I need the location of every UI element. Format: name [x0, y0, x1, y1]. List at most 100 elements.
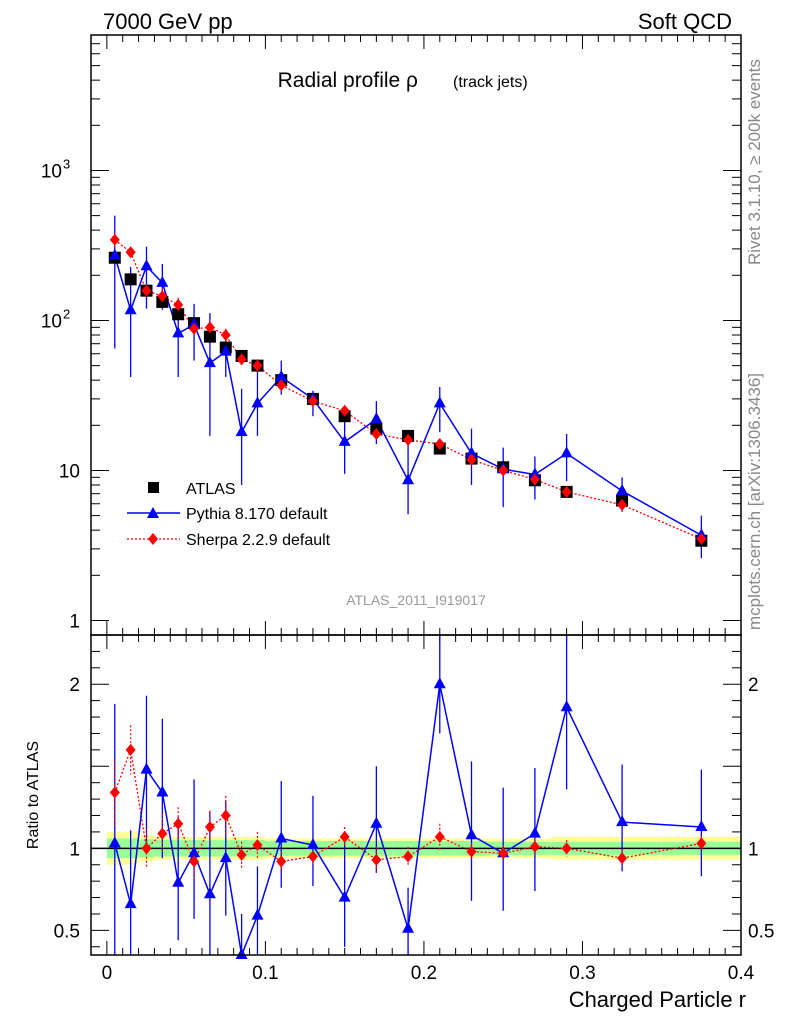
pythia-point	[465, 446, 478, 458]
sherpa-point	[220, 329, 231, 341]
pythia-point	[433, 396, 446, 408]
chart-title: Radial profile ρ	[278, 69, 418, 92]
ratio-sherpa-point	[371, 853, 382, 866]
sherpa-point	[204, 321, 215, 334]
ratio-panel: 0 0.1 0.2 0.3 0.4 0.5 0.5 1 1 2 2 Ratio to ATLAS	[25, 634, 774, 984]
ratio-y-tick-label: 2	[69, 675, 80, 696]
sherpa-line	[114, 239, 702, 540]
sherpa-point	[696, 532, 707, 545]
ratio-sherpa-line	[114, 747, 702, 864]
legend-label-pythia: Pythia 8.170 default	[186, 506, 328, 523]
legend-label-sherpa: Sherpa 2.2.9 default	[186, 532, 331, 549]
main-series-layer	[108, 215, 708, 559]
ratio-sherpa-point	[125, 743, 136, 756]
ratio-y-tick-label-right: 0.5	[748, 921, 774, 942]
ratio-pythia-point	[203, 887, 216, 899]
pythia-point	[370, 412, 383, 424]
sherpa-point	[561, 485, 572, 498]
pythia-point	[251, 396, 264, 408]
chart-title-suffix: (track jets)	[453, 74, 528, 91]
ratio-sherpa-point	[173, 817, 184, 830]
pythia-point	[219, 344, 232, 356]
legend-marker-sherpa	[148, 533, 158, 545]
ratio-pythia-point	[235, 948, 248, 959]
ratio-pythia-point	[465, 828, 478, 840]
x-tick-label: 0.2	[411, 963, 437, 984]
pythia-point	[338, 434, 351, 446]
ratio-pythia-point	[528, 826, 541, 838]
main-y-tick-exponent: 2	[63, 306, 70, 321]
ratio-sherpa-point	[617, 852, 628, 865]
sherpa-point	[371, 428, 382, 441]
ratio-pythia-point	[156, 785, 169, 797]
sherpa-point	[466, 453, 477, 466]
ratio-sherpa-point	[276, 855, 287, 868]
pythia-point	[275, 369, 288, 381]
x-tick-label: 0.4	[728, 963, 755, 984]
ratio-pythia-point	[219, 851, 232, 863]
ratio-series-layer	[108, 635, 708, 959]
sherpa-point	[141, 284, 152, 297]
ratio-pythia-point	[616, 815, 629, 827]
ratio-sherpa-point	[434, 830, 445, 843]
ratio-pythia-line	[114, 684, 702, 958]
ratio-panel-frame	[90, 634, 742, 956]
sherpa-point	[109, 233, 120, 246]
ratio-pythia-point	[275, 831, 288, 843]
ratio-sherpa-point	[236, 848, 247, 861]
sherpa-point	[529, 473, 540, 486]
ratio-sherpa-point	[498, 847, 509, 860]
main-y-tick-label: 10	[59, 461, 80, 482]
sherpa-point	[434, 438, 445, 451]
ratio-sherpa-point	[109, 786, 120, 799]
pythia-point	[172, 326, 185, 338]
energy-label: 7000 GeV pp	[103, 9, 233, 34]
pythia-point	[124, 303, 137, 315]
ratio-sherpa-point	[189, 855, 200, 868]
ratio-axis-ticks: 0 0.1 0.2 0.3 0.4 0.5 0.5 1 1 2 2	[54, 634, 774, 984]
ratio-sherpa-point	[339, 830, 350, 843]
pythia-point	[235, 425, 248, 437]
ratio-sherpa-point	[141, 842, 152, 855]
process-label: Soft QCD	[638, 9, 732, 34]
ratio-sherpa-point	[696, 837, 707, 850]
pythia-line	[114, 255, 702, 536]
ratio-pythia-point	[251, 908, 264, 920]
atlas-point	[203, 330, 216, 343]
main-y-tick-exponent: 3	[63, 156, 70, 171]
sherpa-point	[498, 464, 509, 477]
rivet-version-label: Rivet 3.1.10, ≥ 200k events	[745, 59, 764, 265]
sherpa-point	[157, 290, 168, 303]
ratio-pythia-point	[433, 677, 446, 689]
ratio-sherpa-point	[529, 840, 540, 853]
ratio-pythia-point	[306, 838, 319, 850]
pythia-point	[140, 259, 153, 271]
sherpa-point	[339, 404, 350, 417]
legend-label-atlas: ATLAS	[186, 481, 236, 498]
pythia-point	[402, 473, 415, 485]
ratio-pythia-point	[140, 762, 153, 774]
legend-marker-atlas	[148, 482, 159, 493]
ratio-sherpa-point	[466, 845, 477, 858]
legend-marker-pythia	[147, 507, 159, 518]
atlas-point	[172, 308, 185, 321]
ratio-sherpa-point	[204, 821, 215, 833]
ratio-y-tick-label-right: 1	[748, 839, 759, 860]
main-y-tick-label: 10	[41, 161, 62, 182]
pythia-point	[203, 356, 216, 368]
x-tick-label: 0.1	[252, 963, 278, 984]
x-axis-label: Charged Particle r	[569, 987, 746, 1012]
ratio-pythia-point	[172, 875, 185, 887]
ratio-pythia-point	[108, 836, 121, 848]
ratio-y-tick-label: 1	[69, 839, 80, 860]
analysis-label: ATLAS_2011_I919017	[346, 592, 486, 608]
sherpa-point	[236, 353, 247, 366]
sherpa-point	[403, 433, 414, 446]
ratio-sherpa-point	[403, 850, 414, 863]
ratio-sherpa-point	[307, 850, 318, 863]
ratio-y-tick-label: 0.5	[54, 921, 80, 942]
main-y-tick-label: 10	[41, 311, 62, 332]
mcplots-label: mcplots.cern.ch [arXiv:1306.3436]	[745, 373, 764, 630]
